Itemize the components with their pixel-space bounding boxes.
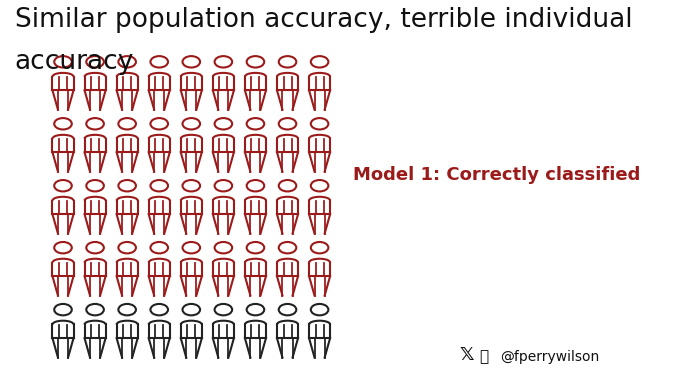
Text: 🦋: 🦋 — [479, 349, 488, 364]
Text: accuracy: accuracy — [14, 48, 134, 74]
Text: @fperrywilson: @fperrywilson — [501, 350, 600, 364]
Text: 𝕏: 𝕏 — [460, 346, 474, 364]
Text: Model 1: Correctly classified: Model 1: Correctly classified — [353, 166, 641, 184]
Text: Similar population accuracy, terrible individual: Similar population accuracy, terrible in… — [14, 7, 633, 33]
